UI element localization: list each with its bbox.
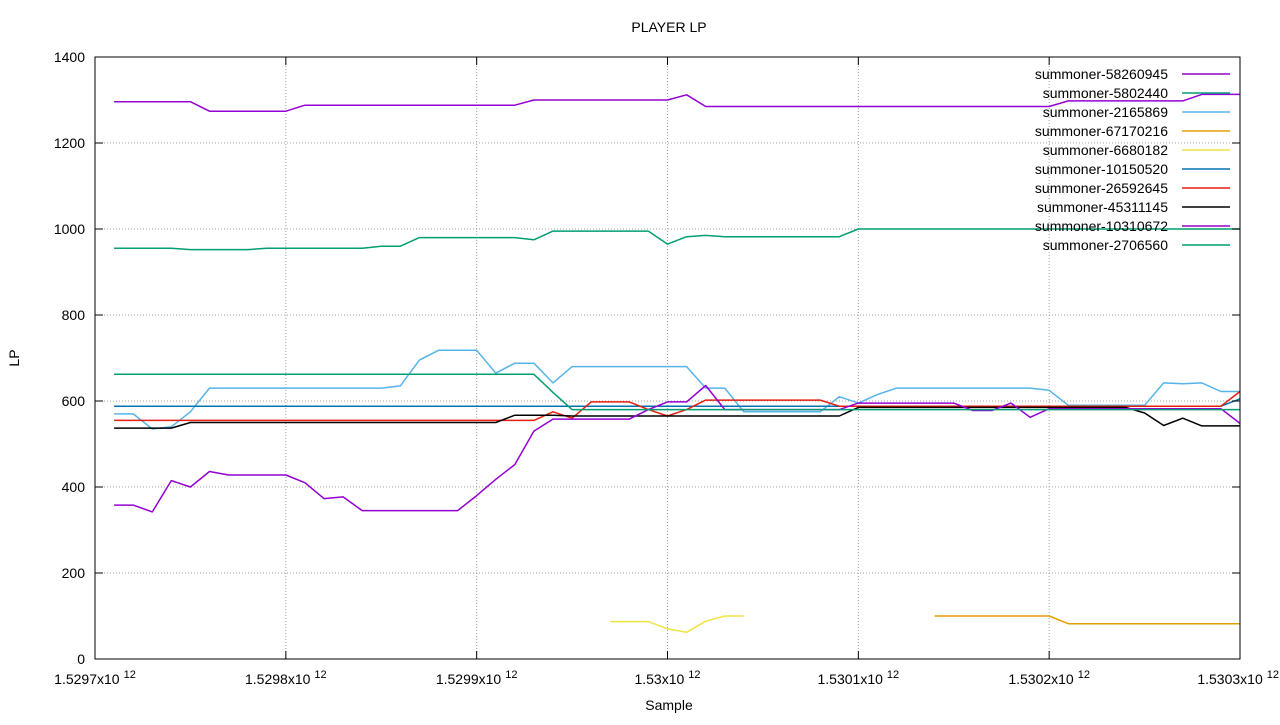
legend: summoner-58260945 summoner-5802440 summone… (1035, 66, 1230, 253)
x-tick-exponent: 12 (1078, 669, 1090, 681)
x-tick-base: 1.5302x10 (1008, 671, 1074, 687)
legend-label: summoner-5802440 (1043, 85, 1169, 101)
x-axis-label: Sample (645, 697, 693, 713)
x-tick-label: 1.5299x10 12 (436, 669, 518, 687)
x-tick-base: 1.5298x10 (245, 671, 311, 687)
x-tick-label: 1.5302x10 12 (1008, 669, 1090, 687)
legend-label: summoner-45311145 (1037, 199, 1168, 215)
y-tick-label: 1200 (54, 135, 85, 151)
x-tick-base: 1.5303x10 (1197, 671, 1263, 687)
series-line-summoner-10310672 (114, 384, 1241, 513)
legend-label: summoner-2706560 (1043, 237, 1169, 253)
x-tick-exponent: 12 (124, 669, 136, 681)
x-tick-base: 1.5297x10 (54, 671, 120, 687)
x-tick-label: 1.53x10 12 (634, 669, 700, 687)
series-line-summoner-5802440 (114, 228, 1240, 251)
chart-title: PLAYER LP (631, 19, 706, 35)
x-tick-exponent: 12 (688, 669, 700, 681)
y-axis-label: LP (6, 349, 22, 366)
legend-label: summoner-67170216 (1035, 123, 1168, 139)
x-tick-base: 1.5301x10 (818, 671, 884, 687)
series-line-summoner-58260945 (114, 93, 1240, 112)
series-line-summoner-6680182 (610, 615, 744, 634)
x-tick-exponent: 12 (887, 669, 899, 681)
x-tick-label: 1.5303x10 12 (1197, 669, 1279, 687)
x-tick-label: 1.5297x10 12 (54, 669, 136, 687)
grid (95, 57, 1240, 659)
x-tick-label: 1.5301x10 12 (818, 669, 900, 687)
y-tick-label: 1400 (54, 49, 85, 65)
y-tick-label: 0 (77, 651, 85, 667)
legend-label: summoner-6680182 (1043, 142, 1169, 158)
y-tick-label: 200 (62, 565, 86, 581)
series-line-summoner-2165869 (114, 349, 1240, 430)
series-line-summoner-26592645 (114, 390, 1241, 422)
x-tick-label: 1.5298x10 12 (245, 669, 327, 687)
x-tick-exponent: 12 (1267, 669, 1279, 681)
x-tick-exponent: 12 (314, 669, 326, 681)
series-line-summoner-45311145 (114, 406, 1240, 429)
y-tick-label: 400 (62, 479, 86, 495)
y-tick-label: 600 (62, 393, 86, 409)
legend-label: summoner-2165869 (1043, 104, 1169, 120)
y-tick-label: 1000 (54, 221, 85, 237)
series-line-summoner-67170216 (934, 615, 1240, 625)
series-line-summoner-2706560 (114, 373, 1240, 411)
x-tick-exponent: 12 (505, 669, 517, 681)
legend-label: summoner-26592645 (1035, 180, 1168, 196)
y-tick-label: 800 (62, 307, 86, 323)
legend-label: summoner-10150520 (1035, 161, 1168, 177)
legend-label: summoner-58260945 (1035, 66, 1168, 82)
legend-label: summoner-10310672 (1035, 218, 1168, 234)
x-tick-base: 1.53x10 (634, 671, 684, 687)
x-tick-base: 1.5299x10 (436, 671, 502, 687)
